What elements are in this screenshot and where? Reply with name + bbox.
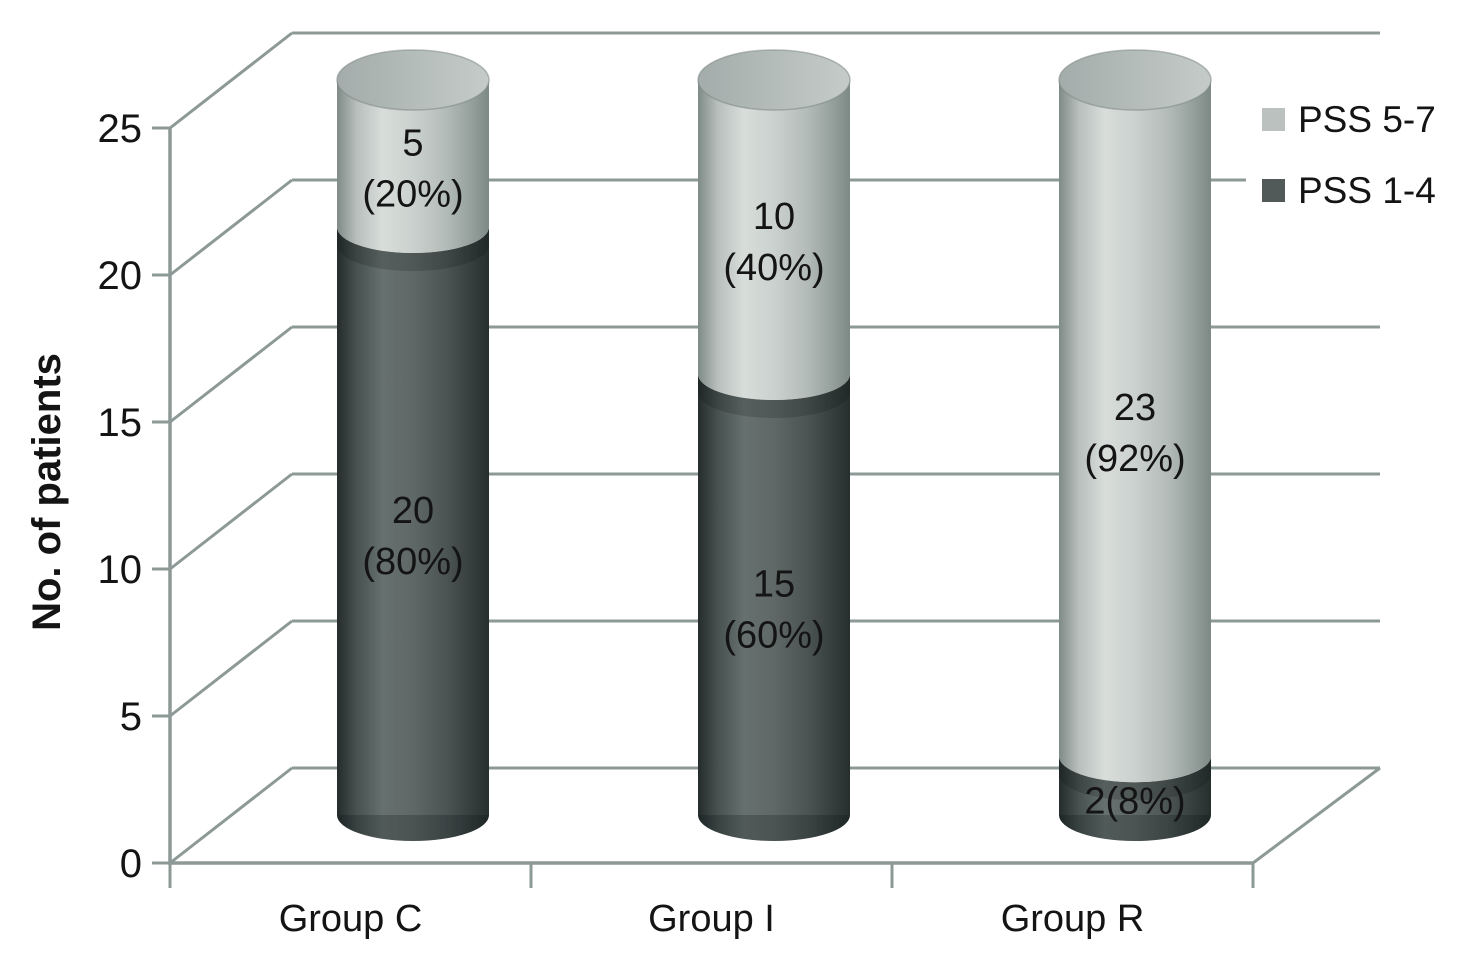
segment-boundary-shadow	[337, 227, 489, 271]
y-tick-label: 25	[98, 107, 143, 151]
gridline-diagonal	[169, 31, 293, 130]
y-axis-title: No. of patients	[25, 353, 69, 631]
data-label: (92%)	[1084, 438, 1185, 480]
segment-boundary-shadow	[1059, 756, 1211, 801]
y-tick-label: 0	[120, 842, 142, 886]
y-tick-label: 5	[120, 695, 142, 739]
category-label: Group I	[648, 898, 775, 940]
floor-left-edge	[169, 766, 293, 865]
y-tick-label: 20	[98, 254, 143, 298]
legend-swatch-pss-5-7	[1262, 108, 1285, 131]
data-label: (40%)	[723, 247, 824, 289]
legend-label: PSS 5-7	[1298, 99, 1436, 140]
category-label: Group C	[279, 898, 423, 940]
cylinder-top-face	[1058, 49, 1212, 111]
data-label: 5	[402, 123, 423, 165]
data-label: (80%)	[362, 541, 463, 583]
gridline-diagonal	[169, 472, 293, 571]
data-label: 23	[1114, 387, 1156, 429]
cylinder-base-shadow	[1059, 815, 1211, 841]
gridline-diagonal	[169, 325, 293, 424]
cylinder-segment-pss-5-7	[698, 80, 850, 400]
data-label: (20%)	[362, 174, 463, 216]
data-label: 10	[753, 196, 795, 238]
legend: PSS 5-7 PSS 1-4	[1246, 84, 1466, 230]
cylinder-base-shadow	[698, 815, 850, 841]
cylinder-base-shadow	[337, 815, 489, 841]
legend-label: PSS 1-4	[1298, 170, 1436, 211]
floor-right-edge	[1252, 766, 1381, 865]
cylinder-segment-pss-1-4	[337, 227, 489, 841]
cylinder-top-face	[336, 49, 490, 111]
cylinder-top-face	[697, 49, 851, 111]
data-label: (60%)	[723, 615, 824, 657]
segment-boundary-shadow	[698, 374, 850, 418]
cylinder-segment-pss-5-7	[337, 80, 489, 253]
y-tick-label: 15	[98, 401, 143, 445]
data-label: 15	[753, 564, 795, 606]
gridline-diagonal	[169, 619, 293, 718]
cylinder-segment-pss-1-4	[698, 374, 850, 841]
cylinder-segment-pss-5-7	[1059, 80, 1211, 783]
cylinder-segment-pss-1-4	[1059, 756, 1211, 841]
category-label: Group R	[1001, 898, 1145, 940]
data-label: 20	[392, 490, 434, 532]
gridline-diagonal	[169, 178, 293, 277]
data-label: 2(8%)	[1084, 781, 1185, 823]
legend-swatch-pss-1-4	[1262, 179, 1285, 202]
y-tick-label: 10	[98, 548, 143, 592]
